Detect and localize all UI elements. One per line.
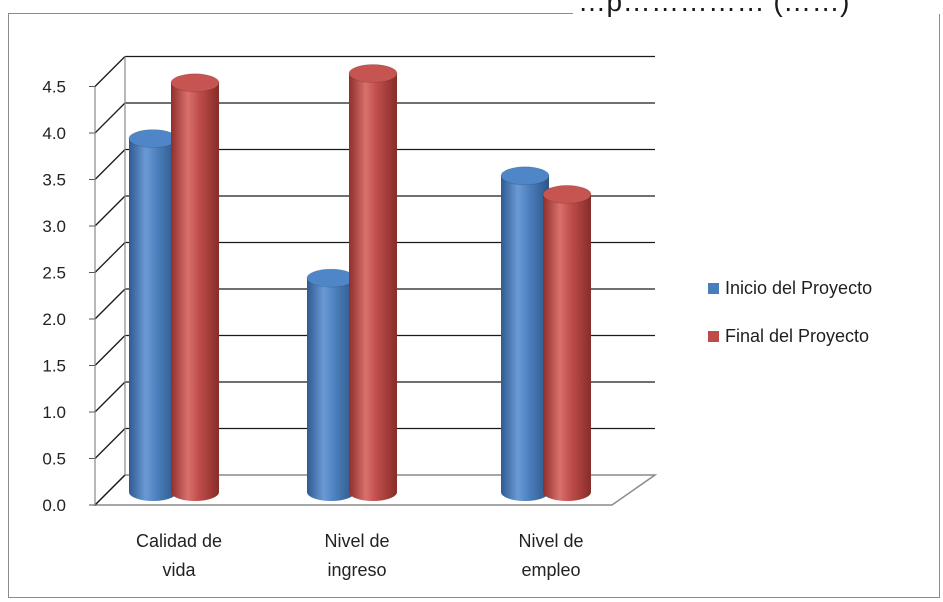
legend-swatch-inicio — [708, 282, 719, 294]
legend-label-inicio: Inicio del Proyecto — [725, 277, 873, 298]
y-tick-label: 1.0 — [42, 403, 66, 422]
y-tick-label: 1.5 — [42, 357, 66, 376]
y-tick-label: 0.0 — [42, 496, 66, 515]
x-axis-categories: Calidad de vida Nivel de ingreso Nivel de emp… — [136, 531, 584, 580]
y-tick-label: 2.0 — [42, 310, 66, 329]
legend-label-final: Final del Proyecto — [725, 325, 870, 346]
y-tick-label: 3.0 — [42, 217, 66, 236]
y-tick-label: 3.5 — [42, 171, 66, 190]
chart-frame-top-border — [8, 13, 573, 14]
bar — [542, 184, 592, 501]
legend-swatch-final — [708, 330, 719, 342]
legend: Inicio del Proyecto Final del Proyecto — [708, 275, 872, 371]
y-tick-label: 2.5 — [42, 264, 66, 283]
bar — [170, 73, 220, 502]
bar — [128, 129, 178, 501]
chart-title-fragment: …p…………… (……) — [578, 0, 850, 17]
y-tick-label: 0.5 — [42, 450, 66, 469]
bars — [128, 64, 592, 502]
y-tick-label: 4.0 — [42, 124, 66, 143]
bar — [306, 268, 356, 501]
y-axis-ticks: 0.0 0.5 1.0 1.5 2.0 2.5 3.0 3.5 4.0 4.5 — [42, 56, 126, 515]
x-category-label: Nivel de empleo — [518, 531, 583, 580]
legend-item-final: Final del Proyecto — [708, 323, 872, 349]
legend-item-inicio: Inicio del Proyecto — [708, 275, 872, 301]
gridline — [94, 474, 126, 506]
x-category-label: Calidad de vida — [136, 531, 222, 580]
bar — [500, 166, 550, 502]
y-tick-label: 4.5 — [42, 78, 66, 97]
gridline — [94, 55, 655, 87]
chart-frame — [8, 14, 940, 598]
bar — [348, 64, 398, 501]
x-category-label: Nivel de ingreso — [324, 531, 389, 580]
